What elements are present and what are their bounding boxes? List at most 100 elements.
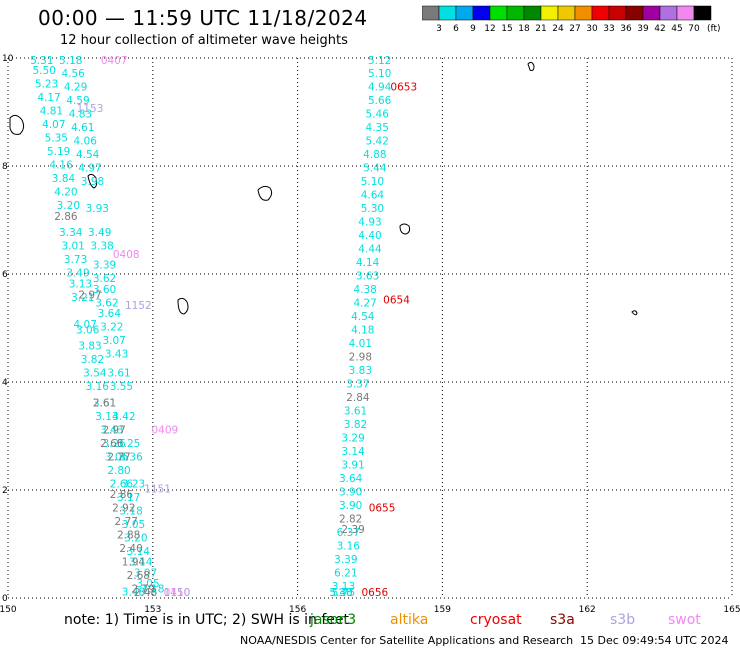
wave-height-label: 3.83 bbox=[78, 341, 101, 353]
island-outline bbox=[258, 186, 272, 200]
generated-timestamp: 15 Dec 09:49:54 UTC 2024 bbox=[580, 634, 728, 647]
wave-height-label: 4.81 bbox=[40, 106, 63, 118]
wave-height-label: 4.16 bbox=[49, 160, 73, 172]
pass-time-label: 0408 bbox=[113, 249, 140, 261]
wave-height-label: 4.18 bbox=[351, 324, 374, 336]
wave-height-label: 5.66 bbox=[368, 95, 392, 107]
wave-height-label: 5.40 bbox=[329, 587, 352, 599]
wave-height-label: 3.98 bbox=[81, 176, 104, 188]
pass-time-label: 0409 bbox=[151, 424, 178, 436]
pass-time-label: 0656 bbox=[361, 587, 388, 599]
wave-height-label: 4.06 bbox=[74, 135, 98, 147]
pass-time-label: 0654 bbox=[383, 295, 410, 307]
mission-label-cryosat: cryosat bbox=[470, 612, 522, 628]
y-tick-label: 6 bbox=[2, 270, 8, 280]
wave-height-label: 3.54 bbox=[83, 368, 107, 380]
wave-height-label: 4.97 bbox=[78, 162, 101, 174]
x-tick-label: 153 bbox=[144, 605, 161, 612]
wave-height-label: 4.64 bbox=[361, 189, 385, 201]
wave-height-label: 2.66 bbox=[100, 438, 124, 450]
wave-height-label: 5.10 bbox=[368, 68, 391, 80]
mission-label-swot: swot bbox=[668, 612, 701, 628]
pass-time-label: 1153 bbox=[77, 103, 104, 115]
wave-height-label: 3.91 bbox=[341, 459, 364, 471]
pass-time-label: 1151 bbox=[144, 484, 171, 496]
wave-height-label: 3.93 bbox=[86, 203, 109, 215]
wave-height-label: 3.06 bbox=[76, 324, 100, 336]
y-tick-label: 8 bbox=[2, 162, 8, 172]
island-outline bbox=[632, 311, 637, 315]
pass-time-label: 1152 bbox=[125, 300, 152, 312]
wave-height-label: 1.94 bbox=[122, 557, 146, 569]
wave-height-label: 2.48 bbox=[134, 587, 157, 599]
wave-height-label: 4.54 bbox=[351, 311, 375, 323]
mission-label-jason3: jason3 bbox=[310, 612, 356, 628]
wave-height-label: 3.43 bbox=[105, 349, 128, 361]
wave-height-label: 4.14 bbox=[356, 257, 380, 269]
wave-height-label: 5.44 bbox=[363, 162, 387, 174]
wave-height-label: 3.37 bbox=[346, 378, 369, 390]
island-outline bbox=[400, 224, 410, 234]
wave-height-label: 4.07 bbox=[42, 119, 65, 131]
wave-height-label: 3.90 bbox=[339, 500, 362, 512]
wave-height-label: 3.14 bbox=[341, 446, 365, 458]
wave-height-label: 2.98 bbox=[349, 351, 372, 363]
x-tick-label: 159 bbox=[434, 605, 451, 612]
wave-height-label: 3.07 bbox=[102, 335, 125, 347]
wave-height-label: 4.38 bbox=[353, 284, 376, 296]
wave-height-label: 5.23 bbox=[35, 79, 58, 91]
wave-height-label: 5.18 bbox=[59, 55, 82, 67]
y-tick-label: 4 bbox=[2, 378, 8, 388]
wave-height-label: 2.40 bbox=[119, 543, 142, 555]
wave-height-label: 4.40 bbox=[358, 230, 381, 242]
wave-height-label: 4.88 bbox=[363, 149, 386, 161]
wave-height-label: 3.61 bbox=[344, 405, 367, 417]
pass-time-label: 1150 bbox=[164, 587, 191, 599]
wave-height-label: 3.82 bbox=[81, 354, 104, 366]
x-tick-label: 162 bbox=[579, 605, 596, 612]
wave-height-label: 2.77 bbox=[107, 451, 130, 463]
wave-height-label: 4.93 bbox=[358, 216, 381, 228]
wave-height-label: 2.97 bbox=[78, 289, 101, 301]
y-tick-label: 10 bbox=[2, 54, 14, 64]
wave-height-label: 3.49 bbox=[88, 227, 111, 239]
wave-height-label: 2.97 bbox=[102, 424, 125, 436]
wave-height-label: 3.01 bbox=[61, 241, 84, 253]
island-outline bbox=[10, 115, 24, 134]
wave-height-label: 4.94 bbox=[368, 81, 392, 93]
wave-height-label: 5.50 bbox=[33, 65, 56, 77]
wave-height-label: 2.86 bbox=[110, 489, 134, 501]
wave-height-label: 4.01 bbox=[349, 338, 372, 350]
wave-height-label: 4.27 bbox=[353, 297, 376, 309]
wave-height-label: 2.80 bbox=[107, 465, 130, 477]
wave-height-label: 3.42 bbox=[112, 411, 135, 423]
wave-height-label: 5.12 bbox=[368, 55, 391, 67]
wave-height-label: 3.82 bbox=[344, 419, 367, 431]
wave-height-label: 2.84 bbox=[346, 392, 370, 404]
wave-height-label: 3.73 bbox=[64, 254, 87, 266]
mission-label-altika: altika bbox=[390, 612, 428, 628]
wave-height-label: 3.29 bbox=[341, 432, 364, 444]
wave-height-label: 3.38 bbox=[90, 241, 113, 253]
wave-height-label: 5.30 bbox=[361, 203, 384, 215]
island-outline bbox=[528, 62, 534, 70]
credit-line: NOAA/NESDIS Center for Satellite Applica… bbox=[240, 634, 573, 647]
wave-height-label: 4.56 bbox=[61, 68, 85, 80]
wave-height-label: 3.55 bbox=[110, 381, 133, 393]
wave-height-label: 3.34 bbox=[59, 227, 83, 239]
wave-height-label: 3.64 bbox=[98, 308, 122, 320]
wave-height-label: 6.21 bbox=[334, 567, 357, 579]
wave-height-label: 3.16 bbox=[337, 540, 361, 552]
wave-height-label: 3.16 bbox=[86, 381, 110, 393]
altimeter-map-chart: 150 153 156 159 162 165 0 2 4 6 8 10 5.31 5.185.50 4.5… bbox=[0, 0, 740, 612]
wave-height-label: 5.10 bbox=[361, 176, 384, 188]
wave-height-label: 3.39 bbox=[93, 260, 116, 272]
wave-height-label: 4.54 bbox=[76, 149, 100, 161]
wave-height-label: 5.35 bbox=[45, 133, 68, 145]
wave-height-label: 3.84 bbox=[52, 173, 76, 185]
wave-height-label: 3.61 bbox=[107, 368, 130, 380]
wave-height-label: 5.42 bbox=[366, 135, 389, 147]
wave-height-label: 4.35 bbox=[366, 122, 389, 134]
wave-height-label: 4.29 bbox=[64, 81, 87, 93]
wave-height-label: 3.63 bbox=[356, 270, 379, 282]
